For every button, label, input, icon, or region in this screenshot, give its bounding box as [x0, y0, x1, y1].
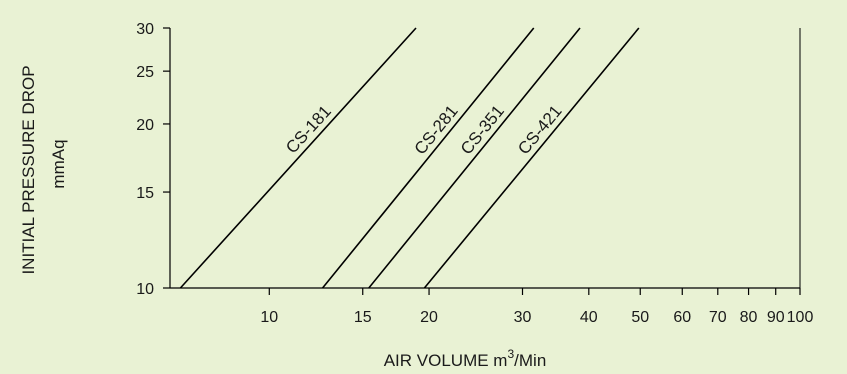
- series-label: CS-281: [411, 102, 462, 159]
- series-line: [423, 27, 640, 289]
- x-axis-title-superscript: 3: [507, 347, 514, 361]
- x-tick-label: 20: [420, 309, 438, 326]
- y-tick-label: 10: [136, 281, 154, 298]
- y-ticks: 10 15 20 25 30: [136, 21, 170, 298]
- series-line: [179, 27, 417, 289]
- x-axis-title: AIR VOLUME m3/Min: [384, 347, 547, 370]
- x-tick-label: 80: [740, 309, 758, 326]
- x-tick-label: 70: [709, 309, 727, 326]
- x-tick-label: 90: [767, 309, 785, 326]
- series-label: CS-421: [514, 102, 565, 159]
- x-tick-label: 10: [260, 309, 278, 326]
- x-tick-label: 100: [787, 309, 814, 326]
- x-tick-label: 15: [354, 309, 372, 326]
- series-label: CS-351: [457, 102, 508, 159]
- x-tick-label: 50: [631, 309, 649, 326]
- series-line: [321, 27, 535, 289]
- y-tick-label: 25: [136, 64, 154, 81]
- y-tick-label: 30: [136, 21, 154, 38]
- y-axis-title-line1: INITIAL PRESSURE DROP: [19, 65, 38, 274]
- y-axis-title: INITIAL PRESSURE DROP mmAq: [19, 65, 68, 274]
- axes: [169, 28, 801, 289]
- y-tick-label: 15: [136, 185, 154, 202]
- x-tick-label: 30: [514, 309, 532, 326]
- x-tick-label: 40: [580, 309, 598, 326]
- series-label: CS-181: [282, 102, 335, 157]
- x-tick-label: 60: [673, 309, 691, 326]
- y-tick-label: 20: [136, 117, 154, 134]
- series-line: [368, 27, 581, 289]
- y-axis-title-line2: mmAq: [49, 139, 68, 188]
- x-ticks: 10 15 20 30 40 50 60 70 80 90 100: [260, 288, 813, 326]
